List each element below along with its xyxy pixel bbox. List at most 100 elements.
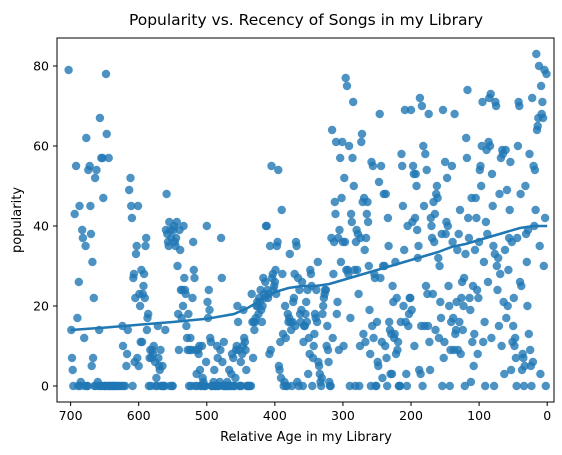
scatter-point	[363, 217, 373, 227]
scatter-point	[78, 233, 88, 243]
scatter-point	[78, 225, 87, 235]
scatter-point	[156, 345, 165, 355]
scatter-point	[348, 153, 357, 163]
scatter-point	[70, 209, 79, 219]
scatter-point	[516, 189, 525, 199]
scatter-point	[440, 157, 450, 167]
scatter-point	[383, 381, 392, 391]
scatter-point	[353, 265, 362, 275]
scatter-point	[95, 113, 105, 123]
scatter-point	[466, 377, 476, 387]
scatter-point	[298, 381, 307, 391]
scatter-point	[392, 293, 401, 303]
scatter-point	[414, 241, 423, 251]
scatter-point	[510, 341, 519, 351]
scatter-point	[513, 233, 522, 243]
scatter-point	[376, 273, 385, 283]
scatter-point	[188, 293, 197, 303]
scatter-point	[410, 341, 419, 351]
scatter-point	[359, 329, 368, 339]
scatter-point	[122, 349, 132, 359]
scatter-point	[74, 277, 84, 287]
scatter-point	[189, 237, 198, 247]
scatter-point	[364, 261, 373, 271]
scatter-point	[246, 381, 256, 391]
scatter-point	[479, 337, 488, 347]
scatter-point	[470, 245, 480, 255]
scatter-point	[424, 109, 433, 119]
scatter-point	[336, 153, 345, 163]
scatter-point	[197, 341, 207, 351]
scatter-point	[229, 353, 238, 363]
scatter-point	[205, 305, 214, 315]
scatter-point	[376, 161, 386, 171]
scatter-point	[233, 317, 243, 327]
scatter-point	[369, 333, 378, 343]
scatter-point	[323, 345, 333, 355]
scatter-point	[181, 289, 190, 299]
scatter-point	[317, 373, 326, 383]
scatter-point	[142, 325, 152, 335]
scatter-point	[216, 233, 226, 243]
scatter-point	[216, 345, 225, 355]
scatter-point	[411, 169, 420, 179]
scatter-point	[374, 177, 384, 187]
scatter-point	[118, 341, 128, 351]
scatter-point	[536, 369, 545, 379]
scatter-point	[421, 281, 431, 291]
scatter-point	[275, 365, 284, 375]
scatter-point	[68, 365, 77, 375]
scatter-point	[418, 381, 427, 391]
scatter-point	[281, 333, 290, 343]
scatter-point	[383, 213, 393, 223]
scatter-point	[132, 241, 141, 251]
scatter-point	[86, 201, 95, 211]
scatter-point	[139, 281, 148, 291]
scatter-point	[231, 373, 240, 383]
scatter-point	[292, 241, 301, 251]
scatter-point	[88, 353, 98, 363]
scatter-point	[512, 381, 521, 391]
scatter-point	[470, 329, 479, 339]
x-tick-label: 500	[195, 408, 219, 423]
scatter-point	[182, 321, 191, 331]
x-tick-label: 600	[127, 408, 151, 423]
scatter-point	[527, 381, 536, 391]
scatter-point	[266, 345, 275, 355]
scatter-point	[273, 237, 282, 247]
scatter-point	[451, 325, 461, 335]
scatter-point	[506, 365, 516, 375]
scatter-point	[265, 241, 275, 251]
x-tick-label: 400	[263, 408, 287, 423]
x-tick-label: 100	[467, 408, 491, 423]
scatter-point	[488, 201, 497, 211]
scatter-point	[493, 285, 502, 295]
scatter-point	[481, 217, 491, 227]
scatter-point	[98, 153, 107, 163]
scatter-point	[87, 361, 96, 371]
scatter-point	[312, 317, 322, 327]
scatter-point	[313, 257, 322, 267]
scatter-points	[64, 49, 551, 391]
scatter-point	[430, 209, 440, 219]
scatter-point	[469, 361, 478, 371]
scatter-point	[64, 65, 73, 75]
scatter-point	[433, 193, 442, 203]
scatter-point	[480, 317, 489, 327]
scatter-point	[178, 301, 188, 311]
scatter-point	[390, 329, 399, 339]
scatter-point	[262, 221, 271, 231]
scatter-point	[444, 281, 453, 291]
scatter-point	[494, 253, 503, 263]
scatter-point	[86, 229, 96, 239]
scatter-point	[481, 381, 490, 391]
scatter-point	[378, 373, 387, 383]
scatter-point	[415, 93, 425, 103]
scatter-point	[539, 261, 548, 271]
scatter-point	[101, 69, 111, 79]
scatter-point	[219, 337, 228, 347]
scatter-point	[519, 353, 528, 363]
scatter-point	[422, 165, 431, 175]
scatter-point	[536, 81, 546, 91]
scatter-point	[194, 349, 203, 359]
